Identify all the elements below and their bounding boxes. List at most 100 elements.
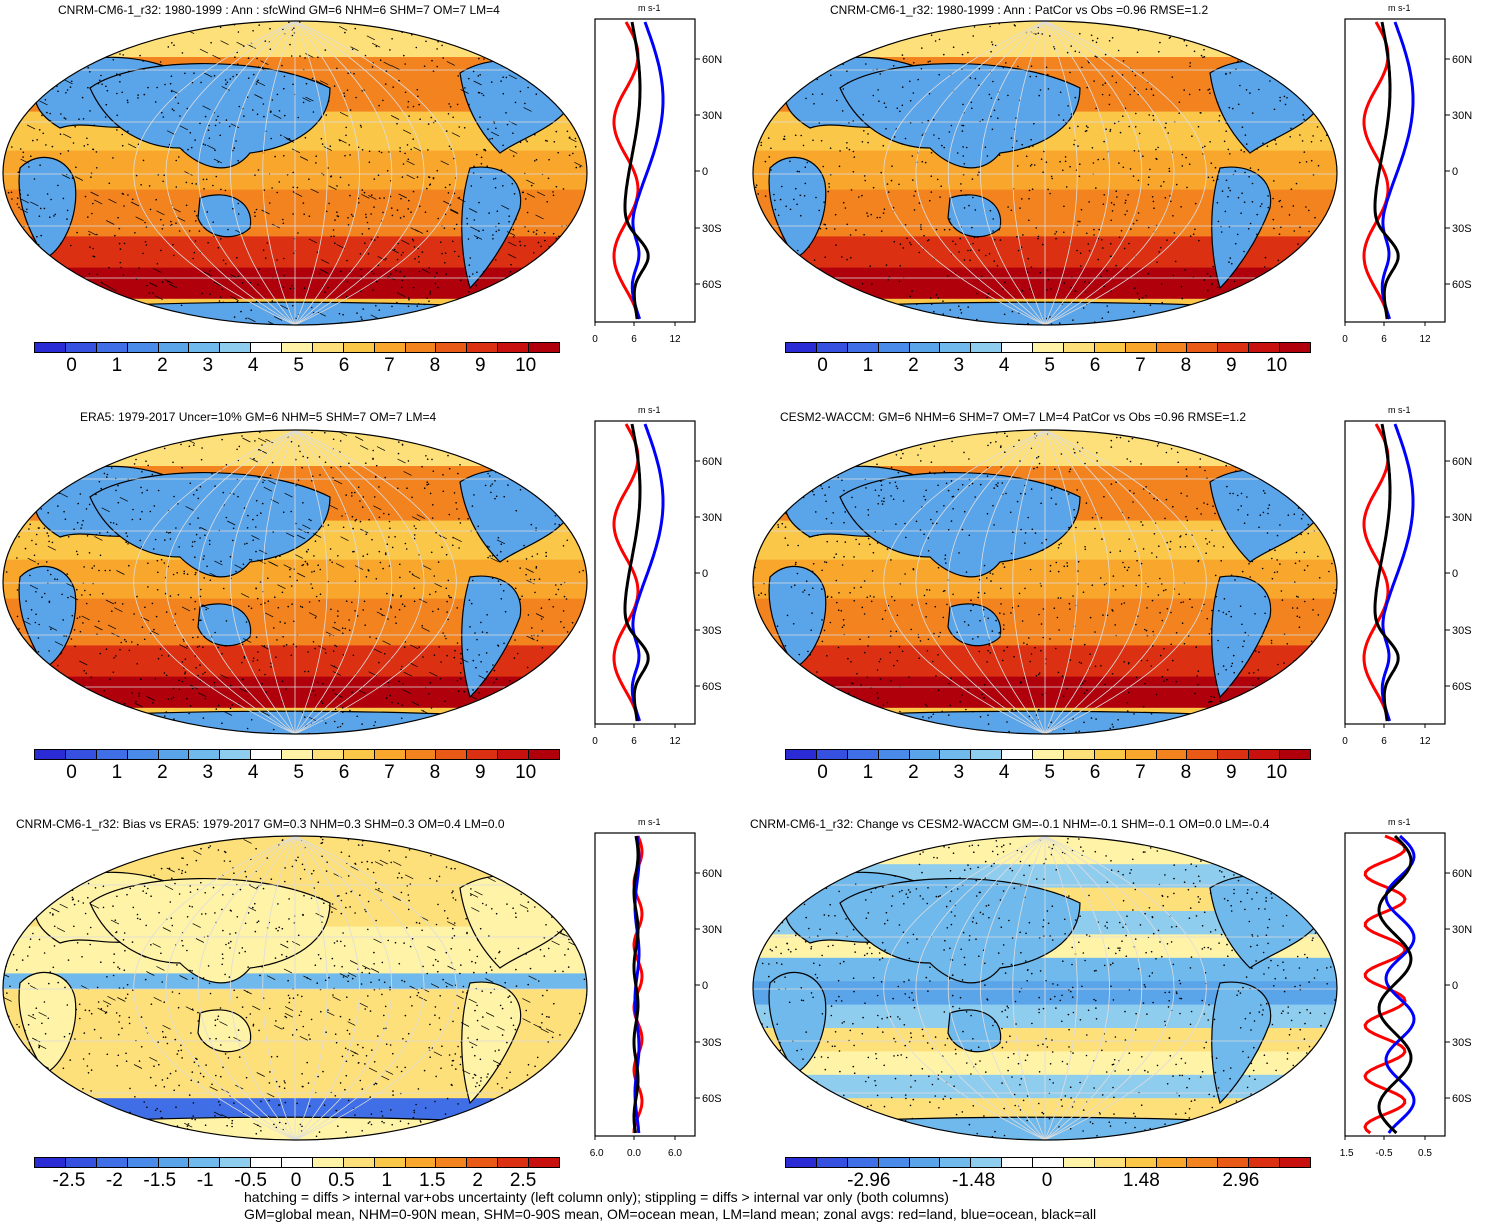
colorbar-swatch	[879, 1158, 910, 1167]
colorbar-swatch	[406, 343, 437, 352]
colorbar-swatch	[940, 750, 971, 759]
panel-title: CESM2-WACCM: GM=6 NHM=6 SHM=7 OM=7 LM=4 …	[780, 410, 1246, 424]
zonal-x-tick-label: 6	[631, 334, 637, 345]
colorbar-swatch	[1218, 750, 1249, 759]
colorbar-swatch	[1218, 343, 1249, 352]
robinson-map	[750, 18, 1340, 330]
latitude-label: 0	[1452, 166, 1458, 178]
colorbar-tick-label: 6	[339, 355, 350, 377]
zonal-x-tick-label: 12	[1419, 736, 1431, 747]
colorbar-swatch	[1249, 750, 1280, 759]
colorbar-swatch	[1218, 1158, 1249, 1167]
colorbar-tick-label: -1.5	[143, 1170, 176, 1192]
panel-title: CNRM-CM6-1_r32: Change vs CESM2-WACCM GM…	[750, 817, 1269, 831]
colorbar-swatch	[529, 1158, 559, 1167]
colorbar-tick-label: 8	[1181, 762, 1192, 784]
colorbar-swatch	[66, 1158, 97, 1167]
colorbar-tick-label: 7	[1135, 355, 1146, 377]
colorbar-swatch	[1002, 343, 1033, 352]
colorbar-swatch	[971, 1158, 1002, 1167]
colorbar-tick-label: 1	[112, 355, 123, 377]
colorbar-swatch	[313, 1158, 344, 1167]
zonal-unit-label: m s-1	[1388, 817, 1411, 827]
latitude-label: 0	[1452, 980, 1458, 992]
colorbar-swatch	[97, 1158, 128, 1167]
latitude-label: 0	[702, 166, 708, 178]
colorbar-swatch	[251, 750, 282, 759]
colorbar-swatch	[817, 343, 848, 352]
latitude-label: 30S	[702, 1037, 722, 1049]
colorbar-tick-label: 6	[339, 762, 350, 784]
colorbar-swatch	[1126, 750, 1157, 759]
colorbar-tick-label: 3	[953, 762, 964, 784]
colorbar-swatch	[910, 343, 941, 352]
latitude-label: 60S	[1452, 279, 1472, 291]
latitude-label: 30N	[702, 512, 722, 524]
colorbar-tick-label: 7	[1135, 762, 1146, 784]
latitude-label: 30N	[1452, 924, 1472, 936]
colorbar-swatch	[1280, 1158, 1310, 1167]
colorbar-tick-label: 4	[999, 762, 1010, 784]
colorbar-tick-label: 9	[1226, 355, 1237, 377]
colorbar-tick-label: 8	[1181, 355, 1192, 377]
colorbar-tick-label: 0	[66, 762, 77, 784]
panel-3: ERA5: 1979-2017 Uncer=10% GM=6 NHM=5 SHM…	[0, 406, 740, 806]
latitude-label: 30S	[702, 625, 722, 637]
colorbar-swatch	[220, 750, 251, 759]
colorbar-tick-label: 10	[1266, 762, 1287, 784]
colorbar-tick-label: 10	[1266, 355, 1287, 377]
latitude-label: 30N	[1452, 110, 1472, 122]
zonal-x-tick-label: 6.0	[668, 1148, 682, 1159]
panel-title: CNRM-CM6-1_r32: Bias vs ERA5: 1979-2017 …	[16, 817, 505, 831]
colorbar-swatch	[1033, 343, 1064, 352]
colorbar-swatch	[817, 1158, 848, 1167]
colorbar-swatch	[66, 750, 97, 759]
latitude-label: 60N	[1452, 54, 1472, 66]
latitude-label: 60N	[1452, 456, 1472, 468]
colorbar-swatch	[282, 750, 313, 759]
colorbar-swatch	[313, 343, 344, 352]
colorbar-swatch	[1187, 1158, 1218, 1167]
colorbar-swatch	[35, 1158, 66, 1167]
zonal-x-tick-label: 0	[1342, 334, 1348, 345]
zonal-x-tick-label: 0.0	[627, 1148, 641, 1159]
colorbar-swatch	[498, 1158, 529, 1167]
colorbar-tick-label: 1	[863, 762, 874, 784]
colorbar-tick-label: 8	[430, 762, 441, 784]
latitude-label: 30S	[1452, 625, 1472, 637]
latitude-label: 30S	[1452, 223, 1472, 235]
colorbar-tick-label: 8	[430, 355, 441, 377]
colorbar-swatch	[159, 750, 190, 759]
colorbar-swatch	[1280, 343, 1310, 352]
colorbar-swatch	[786, 343, 817, 352]
colorbar-tick-label: -1.48	[952, 1170, 995, 1192]
colorbar-swatch	[251, 343, 282, 352]
zonal-x-tick-label: 0	[1342, 736, 1348, 747]
colorbar-swatch	[220, 343, 251, 352]
colorbar-tick-label: 9	[475, 355, 486, 377]
colorbar-swatch	[1033, 1158, 1064, 1167]
colorbar-tick-label: -2	[106, 1170, 123, 1192]
colorbar-swatch	[848, 1158, 879, 1167]
zonal-x-tick-label: 12	[1419, 334, 1431, 345]
colorbar-swatch	[1002, 1158, 1033, 1167]
colorbar-swatch	[375, 343, 406, 352]
colorbar-swatch	[498, 343, 529, 352]
colorbar-swatch	[375, 750, 406, 759]
colorbar-swatch	[1249, 343, 1280, 352]
colorbar-swatch	[66, 343, 97, 352]
colorbar-swatch	[344, 343, 375, 352]
colorbar	[34, 749, 560, 760]
footer-hatching-note: hatching = diffs > internal var+obs unce…	[244, 1189, 949, 1205]
latitude-label: 0	[1452, 568, 1458, 580]
colorbar-tick-label: 0	[66, 355, 77, 377]
colorbar-tick-label: 1.48	[1123, 1170, 1160, 1192]
colorbar-tick-label: 2	[908, 355, 919, 377]
colorbar-swatch	[436, 343, 467, 352]
colorbar-swatch	[1126, 343, 1157, 352]
